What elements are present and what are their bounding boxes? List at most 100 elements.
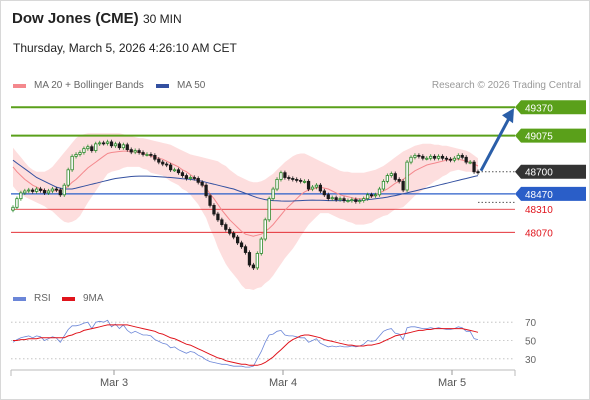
x-tick-label: Mar 5: [438, 377, 466, 389]
candle-body: [212, 204, 216, 215]
candle-body: [425, 157, 429, 160]
candle-body: [476, 171, 480, 174]
candle-body: [389, 173, 393, 176]
candle-body: [35, 188, 39, 192]
candle-body: [15, 198, 19, 208]
candle-body: [310, 186, 315, 190]
candle-body: [354, 199, 358, 202]
candle-body: [232, 232, 236, 238]
candle-body: [267, 198, 271, 221]
rsi-line: [12, 319, 479, 368]
candle-body: [417, 154, 421, 157]
ma50-line: [12, 159, 479, 202]
candle-body: [440, 155, 445, 159]
candle-body: [169, 164, 173, 171]
candle-body: [448, 158, 453, 161]
candle-body: [247, 252, 252, 266]
candle-body: [113, 143, 118, 147]
candle-body: [157, 158, 161, 163]
credit-text: Research © 2026 Trading Central: [431, 80, 581, 91]
candle-body: [436, 155, 441, 159]
candle-body: [98, 142, 102, 145]
candle-body: [94, 143, 98, 151]
legend-rsi-ma: 9MA: [62, 293, 104, 304]
candle-body: [255, 253, 259, 269]
ma20-label: MA 20 + Bollinger Bands: [34, 80, 144, 91]
candle-body: [180, 172, 185, 176]
rsi-swatch: [13, 296, 26, 301]
candle-body: [243, 246, 248, 253]
candle-body: [456, 154, 460, 159]
forecast-arrow-head: [502, 108, 514, 124]
candle-body: [58, 189, 62, 196]
candle-body: [145, 154, 149, 156]
candle-body: [200, 181, 204, 186]
candle-body: [377, 188, 382, 196]
candle-body: [306, 180, 311, 190]
candle-body: [287, 177, 291, 179]
legend-ma50: MA 50: [156, 80, 205, 91]
candle-body: [184, 175, 189, 179]
candle-body: [334, 197, 338, 201]
x-tick-label: Mar 3: [100, 377, 128, 389]
candle-body: [153, 154, 157, 160]
candle-body: [452, 157, 456, 161]
candle-body: [70, 155, 74, 171]
candle-body: [291, 178, 295, 180]
candle-body: [27, 189, 31, 192]
candle-body: [46, 190, 51, 194]
candle-body: [302, 180, 307, 183]
candle-body: [401, 180, 405, 191]
candle-body: [444, 157, 449, 160]
candle-body: [271, 188, 275, 200]
level-tag-49075: [515, 128, 586, 143]
candle-body: [90, 146, 94, 151]
candle-body: [429, 155, 433, 159]
level-label-48470: 48470: [525, 190, 553, 201]
candle-body: [117, 143, 122, 149]
candle-body: [102, 142, 106, 145]
forecast-arrow-shaft: [479, 117, 511, 172]
candle-body: [54, 188, 58, 191]
candle-body: [366, 194, 370, 200]
ma20-swatch: [13, 83, 26, 88]
rsi-label: RSI: [34, 293, 51, 304]
x-tick-label: Mar 4: [269, 377, 297, 389]
candle-body: [322, 190, 326, 196]
candle-body: [279, 172, 283, 180]
candle-body: [314, 184, 319, 188]
candle-body: [460, 154, 464, 158]
candle-body: [251, 264, 256, 269]
candle-body: [228, 229, 232, 234]
candle-body: [105, 141, 110, 144]
candle-body: [413, 154, 417, 158]
level-label-48700: 48700: [525, 168, 553, 179]
ma50-label: MA 50: [177, 80, 206, 91]
rsi-level-label: 70: [525, 318, 537, 329]
rsi-ma-line: [13, 324, 479, 366]
rsi-level-label: 30: [525, 355, 537, 366]
candle-body: [295, 179, 299, 181]
candle-body: [188, 177, 192, 179]
candle-body: [263, 219, 267, 240]
candle-body: [338, 198, 342, 201]
level-label-48310: 48310: [525, 205, 553, 216]
candle-body: [196, 178, 200, 183]
candle-body: [421, 155, 425, 159]
candle-body: [330, 197, 334, 200]
candle-body: [109, 141, 114, 147]
candle-body: [19, 192, 23, 200]
candle-body: [125, 144, 129, 151]
candle-body: [405, 161, 409, 191]
candle-body: [373, 194, 378, 197]
candle-body: [31, 189, 35, 192]
legend-rsi: RSI: [13, 293, 51, 304]
candle-body: [216, 213, 220, 221]
level-label-49075: 49075: [525, 132, 553, 143]
candle-body: [204, 184, 208, 197]
candle-body: [275, 179, 279, 190]
candle-body: [318, 184, 322, 192]
candle-body: [239, 242, 244, 248]
candle-body: [283, 172, 287, 178]
candle-body: [78, 152, 82, 155]
